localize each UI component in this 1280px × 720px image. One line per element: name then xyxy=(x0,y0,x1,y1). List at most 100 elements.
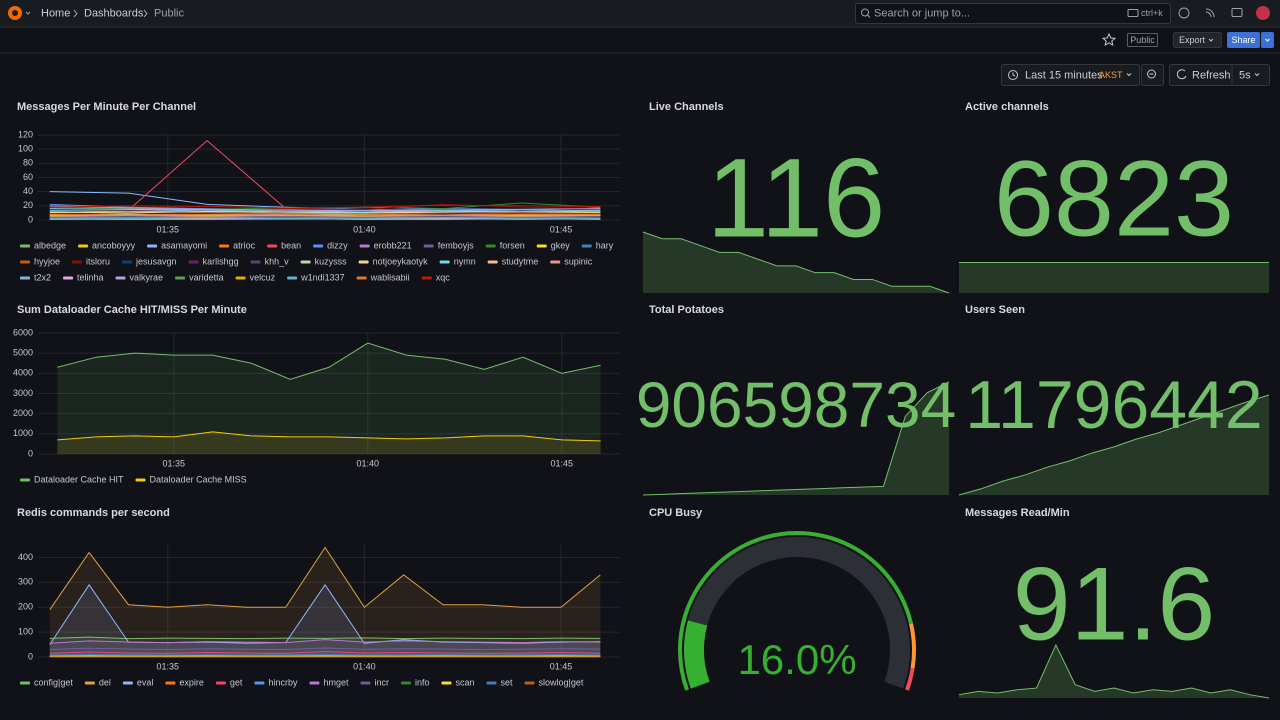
gauge-threshold xyxy=(909,623,916,669)
panel-title: Users Seen xyxy=(965,304,1025,316)
sparkline-line xyxy=(958,394,1270,496)
series-line xyxy=(49,216,601,219)
search-placeholder: Search or jump to... xyxy=(874,7,970,19)
share-button[interactable] xyxy=(1227,32,1260,48)
legend-swatch xyxy=(72,260,83,264)
x-tick-label: 01:45 xyxy=(550,661,573,671)
y-tick-label: 3000 xyxy=(13,388,33,398)
gauge-value xyxy=(684,620,710,689)
legend-label: telinha xyxy=(77,272,104,282)
y-tick-label: 400 xyxy=(18,552,33,562)
legend-swatch xyxy=(175,276,186,280)
breadcrumb-separator xyxy=(143,9,148,18)
legend-label: bean xyxy=(281,240,301,250)
legend-label: supinic xyxy=(564,256,593,266)
search-icon xyxy=(861,8,869,17)
legend-label: w1ndi1337 xyxy=(300,272,345,282)
sparkline-line xyxy=(642,231,950,294)
time-picker[interactable] xyxy=(1001,64,1140,86)
zoom-out-button[interactable] xyxy=(1141,64,1164,86)
panel-title: Active channels xyxy=(965,101,1049,113)
legend-label: valkyrae xyxy=(130,272,164,282)
legend-label: eval xyxy=(137,677,154,687)
legend-swatch xyxy=(122,681,133,685)
legend-swatch xyxy=(550,260,561,264)
public-badge xyxy=(1127,33,1158,47)
dock-icon[interactable] xyxy=(1231,8,1243,17)
star-icon[interactable] xyxy=(1101,32,1117,47)
y-tick-label: 40 xyxy=(23,186,33,196)
breadcrumb[interactable]: Home xyxy=(41,7,70,19)
keyboard-icon xyxy=(1127,9,1139,17)
y-tick-label: 300 xyxy=(18,577,33,587)
legend-label: t2x2 xyxy=(34,272,51,282)
sparkline-line xyxy=(958,643,1270,699)
legend-label: notjoeykaotyk xyxy=(373,256,429,266)
legend-label: studytme xyxy=(502,256,539,266)
y-tick-label: 200 xyxy=(18,602,33,612)
x-tick-label: 01:35 xyxy=(157,224,180,234)
y-tick-label: 120 xyxy=(18,129,33,139)
stat-value: 6823 xyxy=(994,138,1234,259)
legend-label: erobb221 xyxy=(374,240,412,250)
legend-swatch xyxy=(84,681,95,685)
series-line xyxy=(49,204,601,209)
series-line xyxy=(49,215,601,217)
refresh-picker[interactable] xyxy=(1169,64,1270,86)
panel-title: Sum Dataloader Cache HIT/MISS Per Minute xyxy=(17,304,247,316)
y-tick-label: 100 xyxy=(18,144,33,154)
series-line xyxy=(49,209,601,213)
legend-swatch xyxy=(20,260,30,264)
legend-label: gkey xyxy=(551,240,571,250)
search-box[interactable] xyxy=(855,3,1171,24)
legend-label: incr xyxy=(374,677,389,687)
legend-label: velcuz xyxy=(250,272,276,282)
help-icon[interactable] xyxy=(1178,7,1190,19)
stat-value: 116 xyxy=(707,136,886,261)
logo-chevron xyxy=(25,11,31,15)
avatar[interactable] xyxy=(1256,6,1270,20)
panel-title: Messages Per Minute Per Channel xyxy=(17,101,196,113)
legend-swatch xyxy=(300,260,311,264)
x-tick-label: 01:40 xyxy=(357,458,380,468)
y-tick-label: 6000 xyxy=(13,327,33,337)
zoom-icon xyxy=(1147,69,1156,79)
y-tick-label: 1000 xyxy=(13,428,33,438)
search-icon-handle xyxy=(867,14,871,18)
y-tick-label: 4000 xyxy=(13,368,33,378)
export-chevron xyxy=(1208,38,1214,42)
news-icon[interactable] xyxy=(1205,8,1215,18)
gauge-threshold xyxy=(905,667,915,691)
legend-swatch xyxy=(486,681,497,685)
series-line xyxy=(49,639,601,644)
share-dropdown[interactable] xyxy=(1261,32,1274,48)
series-line xyxy=(49,651,601,654)
export-button[interactable] xyxy=(1173,32,1222,48)
x-tick-label: 01:40 xyxy=(353,661,376,671)
legend-label: set xyxy=(501,677,514,687)
series-area xyxy=(57,343,601,454)
legend-label: Dataloader Cache HIT xyxy=(34,474,124,484)
legend-swatch xyxy=(20,244,30,248)
x-tick-label: 01:35 xyxy=(163,458,186,468)
legend-label: femboyjs xyxy=(438,240,475,250)
panel-title: Live Channels xyxy=(649,101,724,113)
legend-label: info xyxy=(415,677,430,687)
legend-swatch xyxy=(485,244,496,248)
legend-swatch xyxy=(254,681,265,685)
breadcrumb-separator xyxy=(73,9,78,18)
legend-label: Dataloader Cache MISS xyxy=(150,474,247,484)
legend-swatch xyxy=(439,260,450,264)
legend-label: albedge xyxy=(34,240,66,250)
legend-swatch xyxy=(20,276,30,280)
legend-label: xqc xyxy=(436,272,451,282)
legend-label: hmget xyxy=(323,677,349,687)
legend-label: dizzy xyxy=(327,240,348,250)
legend-label: slowlog|get xyxy=(539,677,584,687)
breadcrumb[interactable]: Dashboards xyxy=(84,7,144,19)
legend-swatch xyxy=(487,260,498,264)
x-tick-label: 01:45 xyxy=(550,224,573,234)
legend-swatch xyxy=(122,260,133,264)
legend-swatch xyxy=(524,681,535,685)
y-tick-label: 60 xyxy=(23,172,33,182)
